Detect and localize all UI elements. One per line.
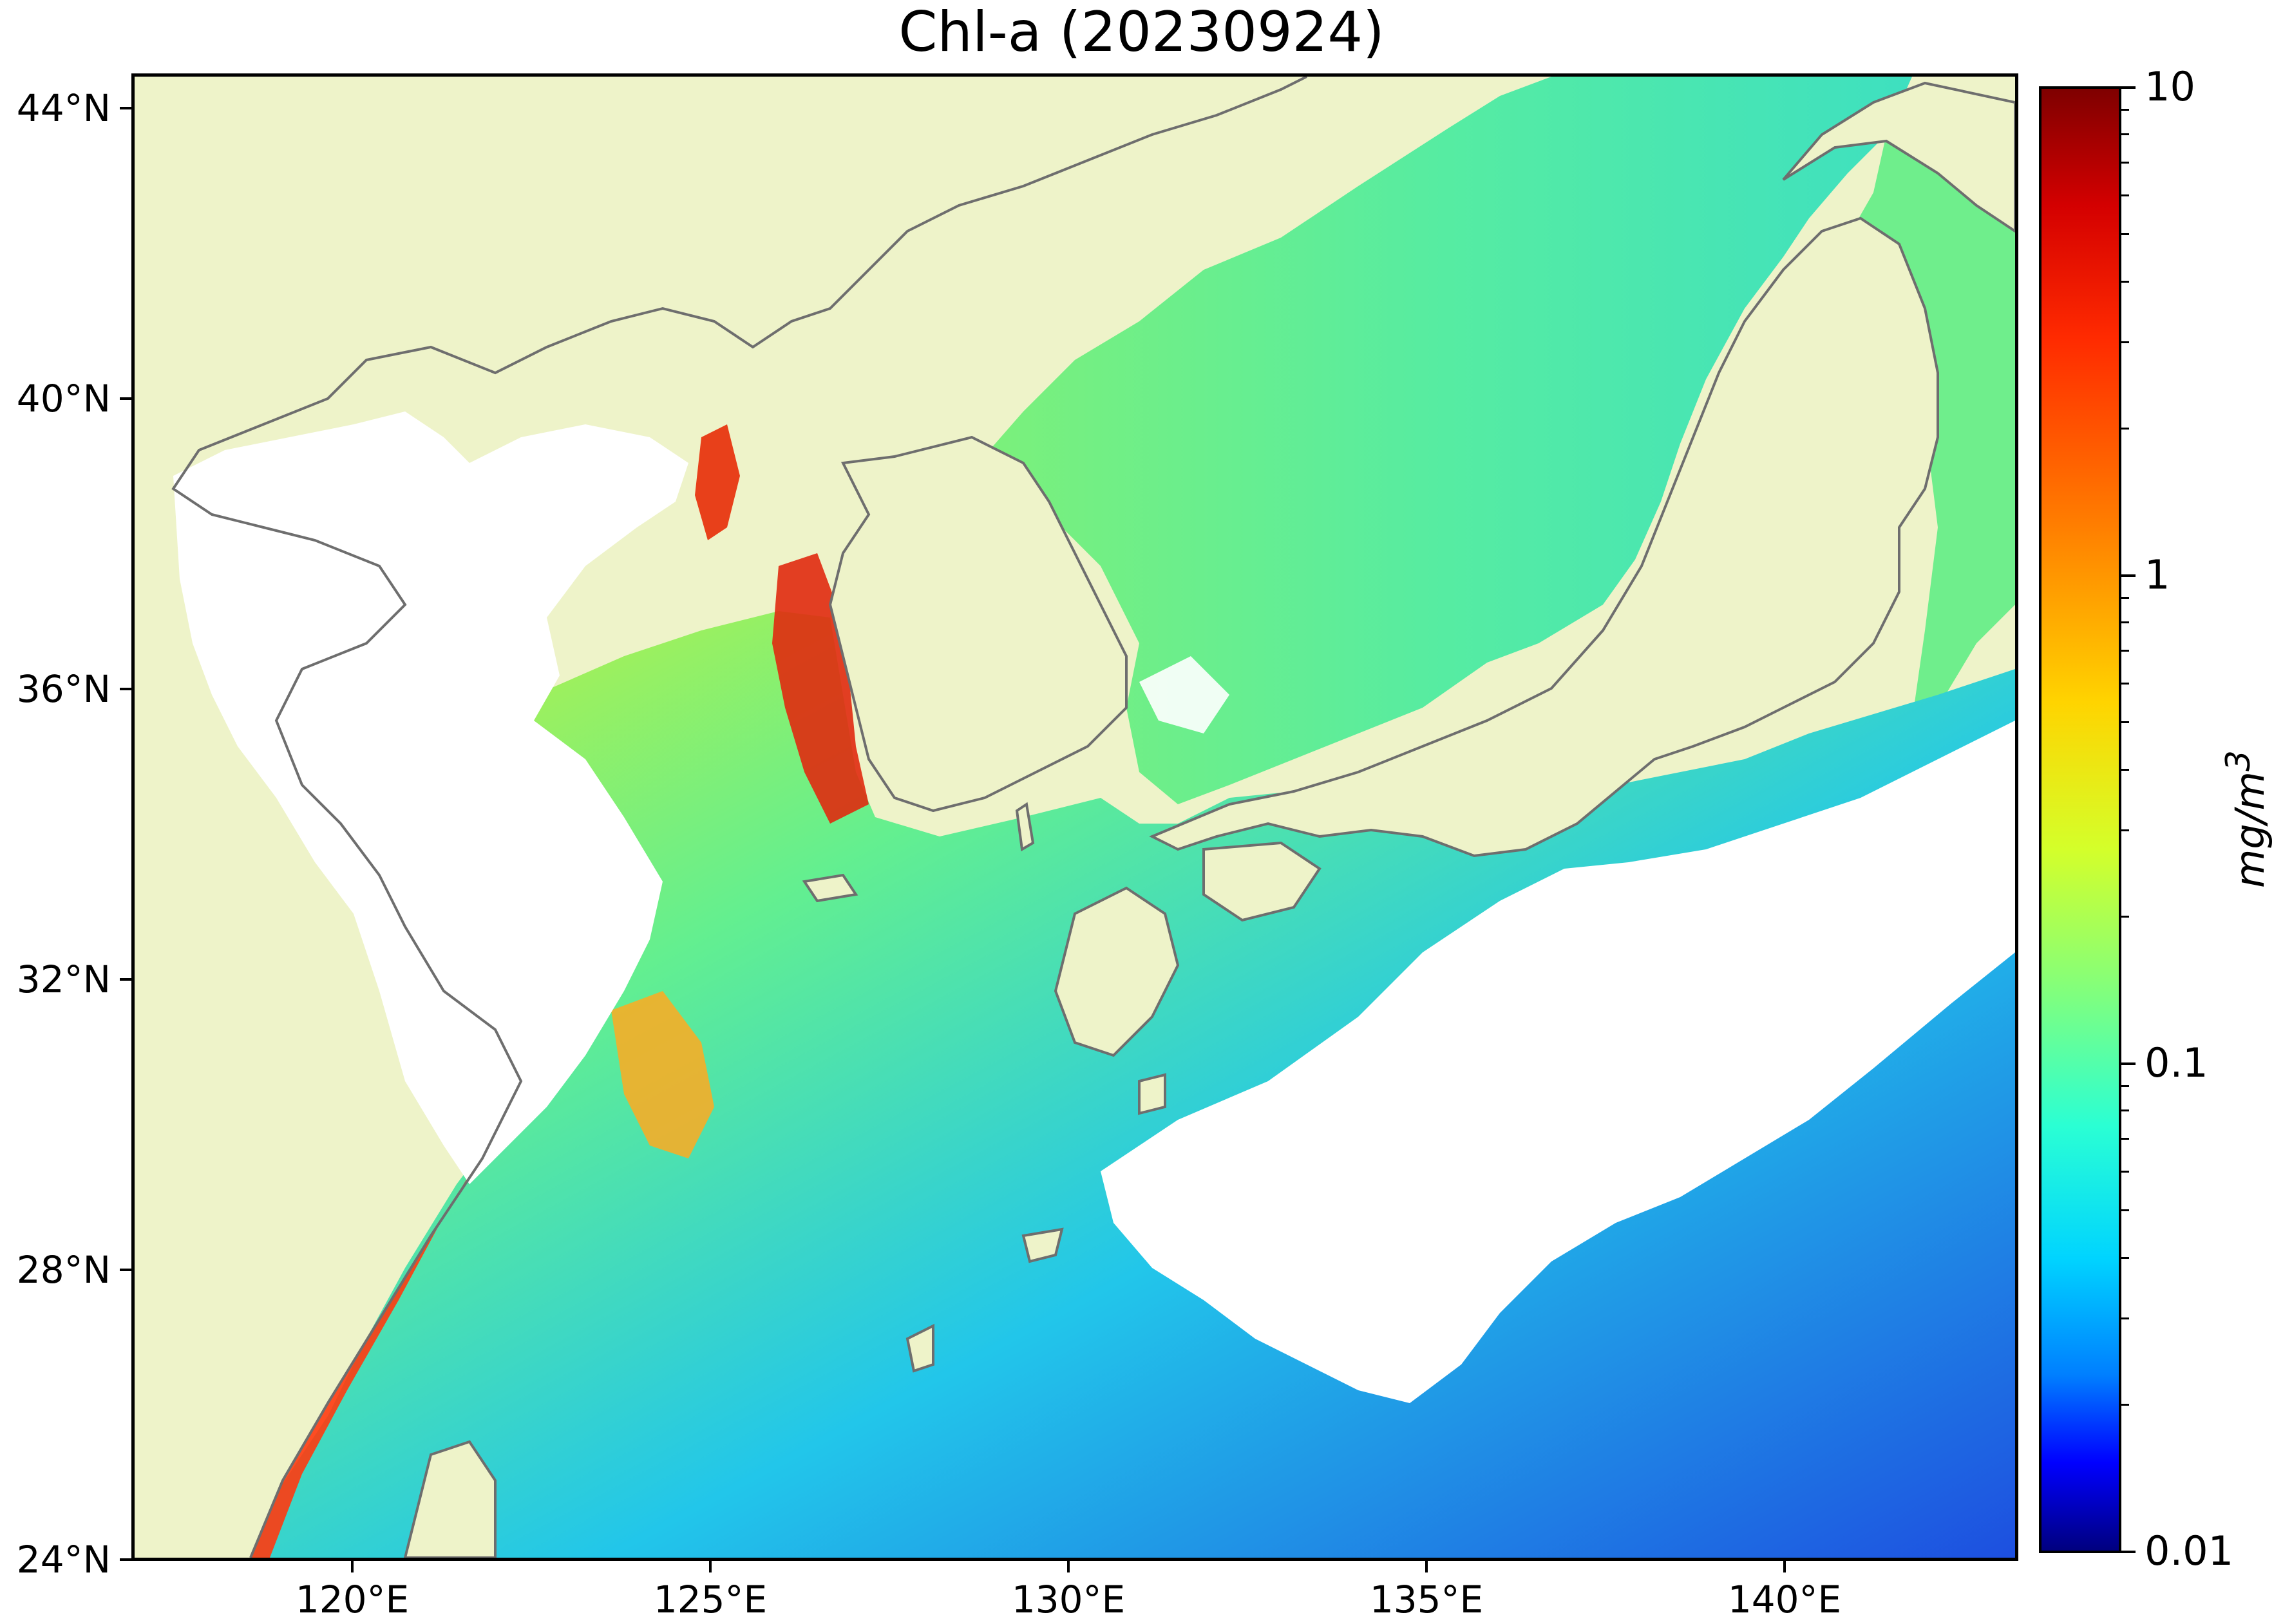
yellow-east-china-sea [251,611,2015,1558]
no-data-bohai-yellow-sea [173,411,688,1184]
colorbar-minor-tick [2121,769,2129,771]
lon-tick-label: 130°E [1011,1578,1126,1621]
lon-tick-mark [709,1561,712,1572]
colorbar-minor-tick [2121,829,2129,831]
lon-tick-mark [351,1561,354,1572]
korea-west-bloom [772,553,869,824]
lon-tick-label: 120°E [295,1578,410,1621]
colorbar-minor-tick [2121,650,2129,652]
colorbar-unit-label: mg/m3 [2219,750,2273,888]
colorbar-minor-tick [2121,1257,2129,1259]
colorbar-minor-tick [2121,1085,2129,1087]
chlorophyll-map [171,77,2015,1558]
sea-of-japan [978,77,1912,804]
lat-tick-label: 24°N [16,1538,111,1582]
colorbar-minor-tick [2121,428,2129,430]
lon-tick-label: 135°E [1369,1578,1484,1621]
lat-tick-label: 40°N [16,377,111,420]
colorbar-tick-mark [2121,1062,2136,1065]
colorbar-minor-tick [2121,109,2129,111]
lat-tick-label: 32°N [16,958,111,1001]
map-area[interactable] [131,73,2018,1561]
lat-tick-label: 36°N [16,667,111,711]
lat-tick-label: 28°N [16,1248,111,1292]
colorbar-minor-tick [2121,162,2129,164]
tsushima [1015,802,1035,852]
okinawa [905,1323,934,1373]
lat-tick-mark [120,1269,131,1271]
lon-tick-label: 125°E [653,1578,768,1621]
lon-tick-label: 140°E [1727,1578,1842,1621]
jeju [802,873,858,903]
colorbar-minor-tick [2121,281,2129,283]
colorbar-minor-tick [2121,1138,2129,1140]
china-coast-bloom [251,1094,521,1558]
colorbar-unit-text: mg/m [2226,771,2273,888]
shikoku [1202,841,1321,922]
colorbar-minor-tick [2121,683,2129,685]
colorbar-tick-label: 0.1 [2145,1039,2208,1086]
colorbar-minor-tick [2121,1404,2129,1406]
lat-tick-label: 44°N [16,86,111,130]
colorbar-minor-tick [2121,233,2129,235]
colorbar-tick-mark [2121,1551,2136,1553]
colorbar-minor-tick [2121,341,2129,343]
china-coastline [171,77,1307,1558]
lon-tick-mark [1425,1561,1428,1572]
no-data-small-patch [1139,656,1229,733]
korea-peninsula [828,435,1128,813]
lat-tick-mark [120,397,131,400]
no-data-pacific-clouds [1101,721,2015,1403]
hokkaido [1782,81,2015,233]
colorbar-minor-tick [2121,621,2129,623]
colorbar-minor-tick [2121,1209,2129,1211]
colorbar-minor-tick [2121,133,2129,135]
colorbar-minor-tick [2121,194,2129,196]
colorbar-minor-tick [2121,916,2129,918]
taiwan [403,1440,497,1558]
colorbar-tick-label: 1 [2145,551,2170,598]
lon-tick-mark [1783,1561,1786,1572]
colorbar-minor-tick [2121,1171,2129,1173]
colorbar [2039,86,2121,1553]
bohai-bloom [695,424,740,540]
colorbar-unit-exponent: 3 [2219,750,2259,771]
amami [1021,1227,1064,1263]
lat-tick-mark [120,1558,131,1561]
kyushu [1054,886,1180,1057]
lat-tick-mark [120,978,131,981]
lat-tick-mark [120,107,131,109]
honshu [1149,216,1939,858]
yangtze-plume [611,991,714,1158]
colorbar-minor-tick [2121,721,2129,723]
colorbar-tick-label: 0.01 [2145,1527,2234,1574]
tanegashima [1138,1073,1166,1115]
lat-tick-mark [120,688,131,690]
map-title: Chl-a (20230924) [898,0,1385,64]
colorbar-minor-tick [2121,1109,2129,1111]
colorbar-minor-tick [2121,597,2129,599]
colorbar-tick-label: 10 [2145,63,2195,110]
colorbar-minor-tick [2121,1317,2129,1319]
lon-tick-mark [1067,1561,1070,1572]
colorbar-tick-mark [2121,86,2136,89]
colorbar-tick-mark [2121,574,2136,577]
